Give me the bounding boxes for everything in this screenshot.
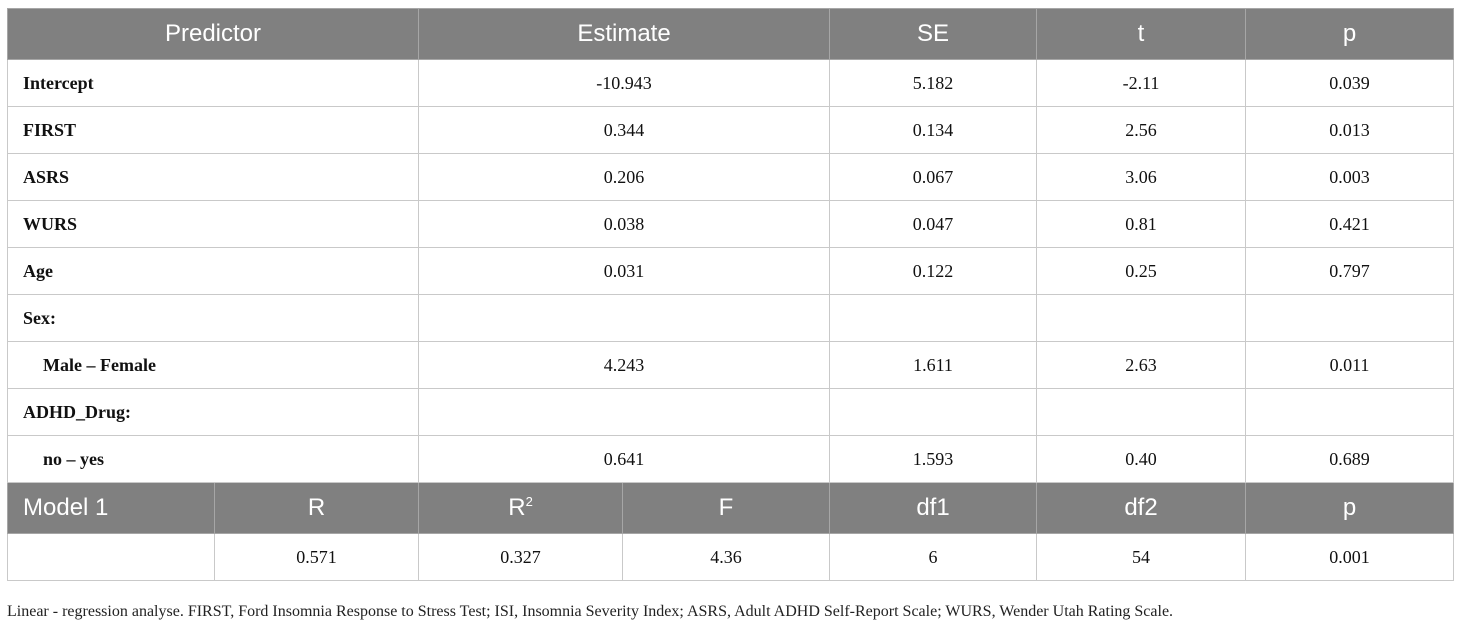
table-row: Intercept -10.943 5.182 -2.11 0.039 (6, 59, 1455, 107)
model-header-row: Model 1 R R2 F df1 df2 p (7, 482, 1455, 534)
cell-se: 0.047 (829, 200, 1038, 248)
header-r2: R2 (418, 482, 624, 534)
cell-t: 2.56 (1036, 106, 1247, 154)
row-label: Male – Female (6, 341, 420, 389)
table-row: Age 0.031 0.122 0.25 0.797 (6, 247, 1455, 295)
header-r2-sup: 2 (525, 494, 533, 509)
cell-estimate: 4.243 (418, 341, 831, 389)
cell-t (1036, 294, 1247, 342)
cell-se (829, 388, 1038, 436)
header-model-p: p (1245, 482, 1455, 534)
cell-p (1245, 388, 1455, 436)
header-f: F (622, 482, 831, 534)
header-estimate: Estimate (418, 8, 831, 60)
table-row: FIRST 0.344 0.134 2.56 0.013 (6, 106, 1455, 154)
row-label: Intercept (6, 59, 420, 107)
cell-se (829, 294, 1038, 342)
cell-p (1245, 294, 1455, 342)
cell-estimate (418, 388, 831, 436)
header-se: SE (829, 8, 1038, 60)
table-row: WURS 0.038 0.047 0.81 0.421 (6, 200, 1455, 248)
cell-t: 2.63 (1036, 341, 1247, 389)
table-row: no – yes 0.641 1.593 0.40 0.689 (6, 435, 1455, 483)
header-r: R (213, 482, 420, 534)
cell-p: 0.011 (1245, 341, 1455, 389)
cell-p: 0.003 (1245, 153, 1455, 201)
row-label: Age (6, 247, 420, 295)
cell-t: 0.81 (1036, 200, 1247, 248)
cell-se: 0.122 (829, 247, 1038, 295)
cell-t (1036, 388, 1247, 436)
model-row: 0.571 0.327 4.36 6 54 0.001 (7, 533, 1455, 581)
cell-p: 0.039 (1245, 59, 1455, 107)
table-row: Sex: (6, 294, 1455, 342)
row-label: ADHD_Drug: (6, 388, 420, 436)
predictor-header-row: Predictor Estimate SE t p (6, 8, 1455, 60)
table-row: Male – Female 4.243 1.611 2.63 0.011 (6, 341, 1455, 389)
cell-f: 4.36 (622, 533, 831, 581)
header-t: t (1036, 8, 1247, 60)
row-label: FIRST (6, 106, 420, 154)
row-label: ASRS (6, 153, 420, 201)
cell-estimate: -10.943 (418, 59, 831, 107)
row-label: WURS (6, 200, 420, 248)
cell-estimate (418, 294, 831, 342)
header-predictor: Predictor (6, 8, 420, 60)
cell-se: 0.134 (829, 106, 1038, 154)
cell-t: 0.25 (1036, 247, 1247, 295)
cell-t: -2.11 (1036, 59, 1247, 107)
cell-df1: 6 (829, 533, 1038, 581)
row-label: no – yes (6, 435, 420, 483)
cell-estimate: 0.031 (418, 247, 831, 295)
cell-se: 5.182 (829, 59, 1038, 107)
table-row: ASRS 0.206 0.067 3.06 0.003 (6, 153, 1455, 201)
cell-se: 1.611 (829, 341, 1038, 389)
header-p: p (1245, 8, 1455, 60)
header-df2: df2 (1036, 482, 1247, 534)
row-label: Sex: (6, 294, 420, 342)
cell-p: 0.797 (1245, 247, 1455, 295)
header-model: Model 1 (7, 482, 215, 534)
cell-se: 0.067 (829, 153, 1038, 201)
cell-r2: 0.327 (418, 533, 624, 581)
cell-estimate: 0.206 (418, 153, 831, 201)
header-r2-base: R (508, 494, 526, 521)
header-df1: df1 (829, 482, 1038, 534)
cell-t: 3.06 (1036, 153, 1247, 201)
cell-model-p: 0.001 (1245, 533, 1455, 581)
cell-estimate: 0.344 (418, 106, 831, 154)
regression-table: Predictor Estimate SE t p Intercept -10.… (6, 8, 1455, 581)
cell-estimate: 0.641 (418, 435, 831, 483)
table-caption: Linear - regression analyse. FIRST, Ford… (7, 603, 1174, 620)
cell-t: 0.40 (1036, 435, 1247, 483)
cell-p: 0.689 (1245, 435, 1455, 483)
cell-estimate: 0.038 (418, 200, 831, 248)
cell-p: 0.421 (1245, 200, 1455, 248)
table-row: ADHD_Drug: (6, 388, 1455, 436)
cell-r: 0.571 (213, 533, 420, 581)
cell-df2: 54 (1036, 533, 1247, 581)
cell-model (7, 533, 215, 581)
regression-table-container: Predictor Estimate SE t p Intercept -10.… (6, 8, 1455, 581)
cell-p: 0.013 (1245, 106, 1455, 154)
cell-se: 1.593 (829, 435, 1038, 483)
